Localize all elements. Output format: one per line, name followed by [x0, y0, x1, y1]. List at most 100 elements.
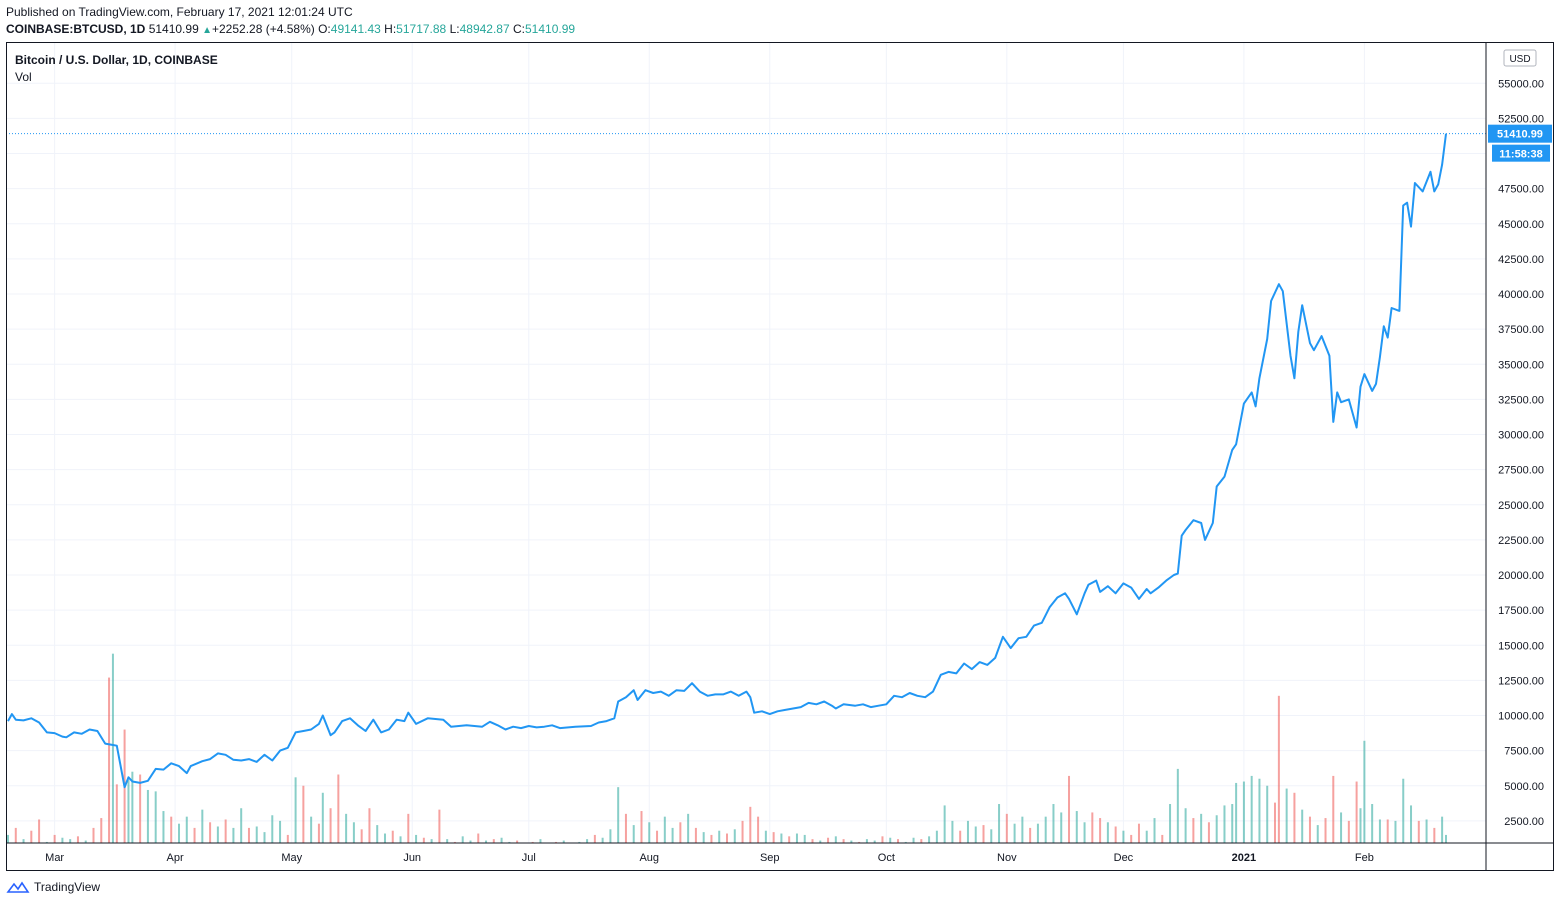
volume-bar: [317, 823, 320, 843]
volume-bar: [263, 832, 266, 843]
volume-bar: [1176, 768, 1179, 843]
volume-bar: [1153, 818, 1156, 843]
volume-bar: [850, 840, 853, 843]
volume-bar: [224, 819, 227, 843]
volume-bar: [671, 827, 674, 843]
volume-bar: [1130, 834, 1133, 843]
volume-bar: [1347, 820, 1350, 843]
low-value: 48942.87: [459, 22, 510, 36]
volume-bar: [819, 840, 822, 843]
y-tick-label: 27500.00: [1498, 465, 1544, 477]
x-tick-label: Feb: [1355, 852, 1374, 864]
volume-bar: [1068, 775, 1071, 843]
volume-bar: [178, 823, 181, 843]
volume-bar: [726, 833, 728, 843]
volume-bar: [1410, 805, 1413, 843]
volume-bar: [873, 840, 876, 843]
volume-bar: [928, 836, 931, 843]
change-label: +2252.28 (+4.58%): [212, 22, 315, 36]
volume-bar: [22, 839, 25, 843]
x-tick-label: Apr: [167, 852, 184, 864]
volume-bar: [624, 813, 627, 843]
volume-bar: [1266, 785, 1269, 843]
volume-bar: [795, 833, 798, 843]
volume-bar: [1250, 775, 1253, 843]
volume-bar: [1083, 822, 1086, 843]
last-price-badge: [1488, 124, 1552, 143]
y-tick-label: 45000.00: [1498, 219, 1544, 231]
price-chart[interactable]: 55000.0052500.0050000.0047500.0045000.00…: [6, 42, 1554, 871]
volume-bar: [162, 811, 165, 843]
volume-bar: [92, 827, 95, 843]
y-tick-label: 35000.00: [1498, 359, 1544, 371]
x-tick-label: Jun: [403, 852, 421, 864]
volume-bar: [531, 841, 534, 843]
volume-bar: [1106, 822, 1109, 843]
volume-bar: [1425, 819, 1428, 843]
volume-bar: [1005, 813, 1008, 843]
tradingview-logo[interactable]: TradingView: [6, 880, 100, 894]
x-tick-label: Jul: [522, 852, 536, 864]
y-tick-label: 25000.00: [1498, 500, 1544, 512]
volume-bar: [601, 837, 604, 843]
volume-bar: [53, 834, 56, 843]
volume-bar: [741, 820, 744, 843]
y-tick-label: 17500.00: [1498, 605, 1544, 617]
volume-bar: [966, 820, 969, 843]
y-tick-label: 30000.00: [1498, 430, 1544, 442]
volume-bar: [1445, 834, 1447, 843]
x-tick-label: Mar: [45, 852, 64, 864]
volume-bar: [1137, 823, 1140, 843]
x-tick-label: Oct: [878, 852, 895, 864]
volume-bar: [407, 813, 410, 843]
volume-bar: [1332, 775, 1335, 843]
y-tick-label: 42500.00: [1498, 254, 1544, 266]
volume-bar: [422, 837, 425, 843]
volume-bar: [1378, 819, 1381, 843]
volume-bar: [1235, 782, 1238, 843]
legend-title: Bitcoin / U.S. Dollar, 1D, COINBASE: [15, 53, 218, 67]
volume-bar: [1207, 822, 1210, 843]
high-value: 51717.88: [396, 22, 447, 36]
volume-bar: [294, 777, 297, 843]
volume-bar: [76, 836, 79, 843]
volume-bar: [1371, 804, 1374, 843]
volume-bar: [1200, 813, 1203, 843]
volume-bar: [1324, 818, 1327, 843]
volume-bar: [1301, 809, 1304, 843]
volume-bar: [562, 840, 565, 843]
y-tick-label: 37500.00: [1498, 324, 1544, 336]
volume-bar: [185, 816, 188, 843]
price-series-line: [7, 133, 1447, 789]
volume-bar: [1402, 778, 1405, 843]
volume-bar: [609, 829, 612, 843]
volume-bar: [718, 830, 721, 843]
volume-bar: [1223, 805, 1226, 843]
volume-bar: [959, 830, 962, 843]
volume-bar: [469, 840, 472, 843]
volume-bar: [943, 805, 946, 843]
volume-bar: [586, 839, 589, 843]
volume-bar: [146, 789, 149, 843]
open-value: 49141.43: [330, 22, 381, 36]
volume-bar: [1340, 812, 1343, 843]
volume-bar: [360, 829, 363, 843]
volume-bar: [1231, 804, 1234, 843]
y-tick-label: 22500.00: [1498, 535, 1544, 547]
x-tick-label: Aug: [639, 852, 659, 864]
close-label: C:: [513, 22, 525, 36]
volume-bar: [1044, 816, 1047, 843]
volume-bar: [376, 825, 379, 843]
volume-bar: [1394, 820, 1397, 843]
volume-bar: [1075, 811, 1078, 843]
volume-bar: [1114, 826, 1117, 843]
volume-bar: [255, 826, 258, 843]
published-line: Published on TradingView.com, February 1…: [6, 5, 353, 19]
volume-bar: [240, 808, 243, 843]
cloud-icon: [6, 881, 30, 893]
volume-bar: [154, 791, 157, 843]
volume-bar: [209, 822, 212, 843]
volume-bar: [1293, 792, 1296, 843]
volume-bar: [352, 822, 355, 843]
volume-bar: [1363, 740, 1366, 843]
